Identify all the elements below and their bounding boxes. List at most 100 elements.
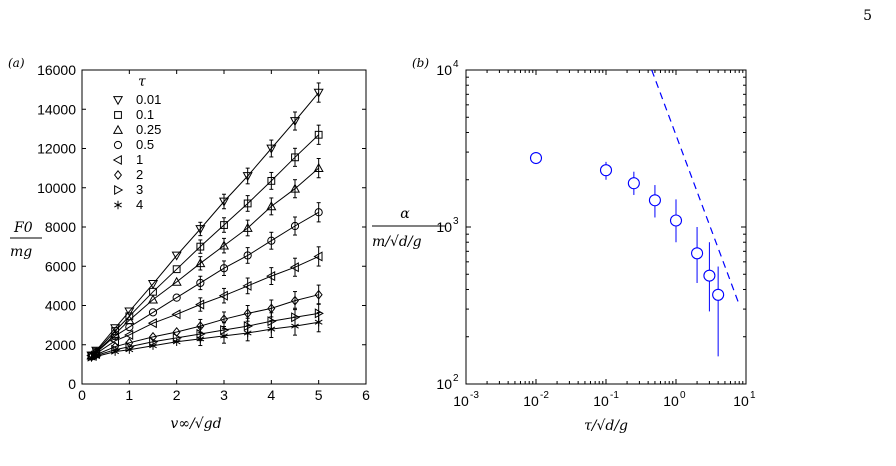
panel-a-legend-title: τ	[138, 74, 146, 90]
marker-circle	[196, 278, 205, 288]
asterisk-stroke	[125, 347, 134, 353]
marker-asterisk	[87, 353, 96, 362]
marker-triangle-down	[112, 96, 124, 106]
y-tick-label: 12000	[37, 141, 76, 157]
marker-diamond	[148, 331, 158, 342]
marker-triangle-up	[195, 258, 206, 268]
x-tick-label: 4	[267, 387, 275, 403]
x-tick-label: 2	[173, 387, 181, 403]
marker-asterisk	[125, 345, 134, 354]
marker-asterisk	[267, 324, 276, 334]
panel-a-xlabel: v∞/√gd	[170, 416, 221, 432]
asterisk-stroke	[196, 336, 205, 342]
x-tick-label-base: 10	[663, 393, 679, 409]
power-law-dashed-line	[651, 69, 740, 305]
marker-triangle-down	[91, 346, 102, 356]
marker-circle	[290, 221, 300, 231]
x-tick-label-base: 10	[453, 393, 469, 409]
marker-asterisk	[291, 321, 299, 331]
marker-circle	[111, 331, 120, 341]
asterisk-stroke	[291, 323, 299, 329]
asterisk-stroke	[267, 326, 276, 332]
marker-triangle-down	[313, 88, 324, 98]
asterisk-stroke	[172, 339, 181, 345]
legend-entry-4: 4	[136, 197, 143, 212]
marker-circle	[219, 264, 229, 273]
data-point	[691, 247, 704, 260]
series-line-1	[91, 255, 319, 356]
marker-diamond	[113, 169, 123, 181]
marker-square	[267, 176, 276, 185]
x-tick-label-exponent: -2	[540, 390, 549, 401]
legend-entry-0_1: 0.1	[136, 107, 154, 122]
x-tick-label-exponent: 0	[680, 390, 686, 401]
marker-asterisk	[243, 328, 252, 338]
y-tick-label: 16000	[37, 62, 76, 78]
marker-triangle-left	[289, 262, 299, 273]
page-number: 5	[863, 8, 872, 24]
y-tick-label-exponent: 2	[453, 373, 459, 384]
marker-triangle-left	[242, 280, 252, 291]
x-tick-label-exponent: -1	[610, 390, 619, 401]
y-tick-label-base: 10	[436, 62, 452, 78]
asterisk-stroke	[111, 349, 120, 355]
legend-entry-3: 3	[136, 182, 143, 197]
panel-b-axes-box	[465, 69, 747, 385]
marker-triangle-down	[147, 280, 159, 290]
x-tick-label-base: 10	[593, 393, 609, 409]
marker-triangle-up	[313, 162, 324, 172]
legend-entry-0_01: 0.01	[136, 92, 161, 107]
marker-circle	[267, 236, 276, 245]
marker-square	[220, 221, 228, 229]
marker-asterisk	[220, 331, 228, 341]
data-point	[712, 288, 725, 301]
asterisk-stroke	[92, 353, 101, 360]
asterisk-stroke	[314, 319, 323, 325]
marker-triangle-left	[112, 154, 122, 166]
marker-asterisk	[111, 347, 120, 356]
marker-triangle-up	[147, 294, 159, 304]
marker-diamond	[243, 308, 252, 319]
x-tick-label: 5	[315, 387, 323, 403]
y-tick-label-exponent: 4	[453, 59, 459, 70]
marker-triangle-up	[110, 328, 121, 338]
asterisk-stroke	[149, 343, 157, 349]
marker-triangle-down	[195, 225, 206, 235]
marker-triangle-up	[289, 183, 301, 193]
x-tick-label: 1	[125, 387, 133, 403]
x-tick-label: 0	[78, 387, 86, 403]
panel-b-ylabel-numerator: α	[400, 206, 410, 222]
legend-entry-2: 2	[136, 167, 143, 182]
x-tick-label-base: 10	[733, 393, 749, 409]
marker-triangle-up	[171, 276, 182, 286]
marker-triangle-left	[313, 251, 323, 262]
x-tick-label-base: 10	[523, 393, 539, 409]
y-tick-label-exponent: 3	[453, 216, 459, 227]
marker-circle	[125, 322, 134, 332]
marker-triangle-left	[266, 271, 276, 282]
marker-square	[114, 111, 122, 119]
panel-b-xlabel: τ/√d/g	[584, 418, 628, 434]
y-tick-label: 4000	[45, 298, 76, 314]
marker-triangle-down	[266, 144, 277, 154]
marker-asterisk	[114, 200, 122, 210]
panel-b-label: (b)	[412, 56, 429, 70]
marker-diamond	[290, 295, 300, 306]
x-tick-label-exponent: -3	[470, 390, 479, 401]
marker-triangle-down	[218, 197, 230, 207]
marker-circle	[243, 251, 252, 260]
legend-entry-1: 1	[136, 152, 143, 167]
marker-triangle-down	[242, 172, 253, 182]
marker-asterisk	[314, 317, 323, 327]
y-tick-label: 0	[68, 376, 76, 392]
legend-entry-0_25: 0.25	[136, 122, 161, 137]
marker-asterisk	[149, 341, 157, 350]
marker-asterisk	[172, 337, 181, 347]
marker-triangle-down	[171, 251, 182, 261]
marker-square	[172, 265, 181, 274]
marker-square	[111, 327, 120, 335]
panel-b-ylabel-denominator: m/√d/g	[372, 234, 422, 250]
panel-b: (b) α m/√d/g τ/√d/g 10 -3 10 -2 10 -1 10 0 10 110…	[372, 56, 756, 434]
data-point	[648, 194, 661, 207]
